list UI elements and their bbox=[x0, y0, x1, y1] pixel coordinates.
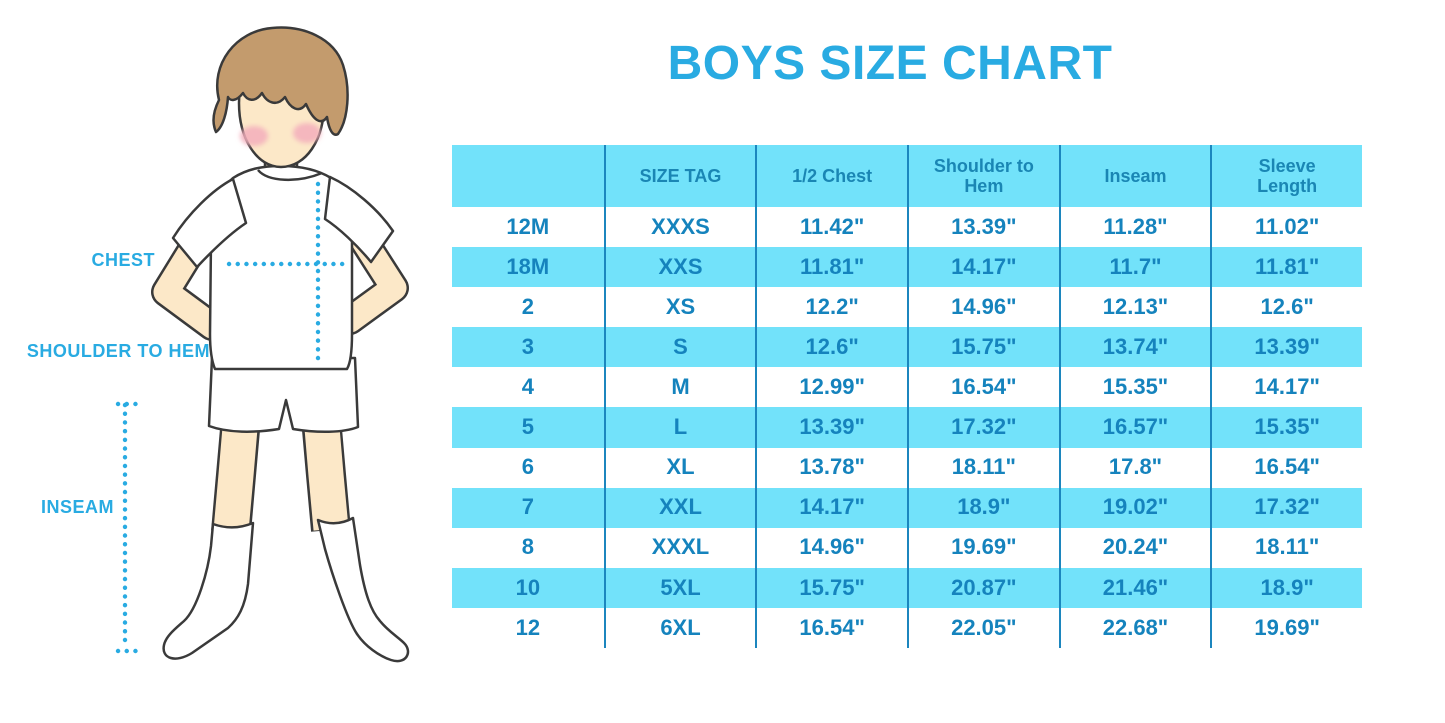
cheek-blush bbox=[240, 123, 321, 146]
size-cell: 8 bbox=[521, 534, 534, 560]
measurement-cell: 19.69" bbox=[1210, 607, 1362, 649]
measurement-cell: 21.46" bbox=[1058, 567, 1211, 608]
measurement-cell: XXL bbox=[603, 487, 756, 528]
table-header-row: SIZE TAG 1/2 Chest Shoulder to Hem Inseam Sl… bbox=[452, 145, 1362, 207]
size-cell: 7 bbox=[521, 494, 534, 520]
measurement-cell: 12.6" bbox=[1210, 287, 1362, 328]
shoulder-to-hem-label: SHOULDER TO HEM bbox=[26, 341, 210, 361]
measurement-cell: 16.54" bbox=[907, 367, 1059, 408]
measurement-cell: 5XL bbox=[603, 567, 756, 608]
measurement-cell: 11.42" bbox=[755, 207, 907, 248]
measurement-cell: 22.68" bbox=[1058, 607, 1211, 649]
measurement-cell: 14.96" bbox=[907, 287, 1059, 328]
measurement-cell: 12.13" bbox=[1058, 287, 1211, 328]
measurement-cell: 11.81" bbox=[755, 247, 907, 288]
column-header: SIZE TAG bbox=[603, 145, 756, 207]
measurement-cell: 12.2" bbox=[755, 287, 907, 328]
measurement-cell: 16.57" bbox=[1058, 407, 1211, 448]
measurement-cell: 14.17" bbox=[755, 487, 907, 528]
column-header bbox=[452, 145, 604, 207]
legs-shape bbox=[211, 414, 351, 534]
size-table: SIZE TAG 1/2 Chest Shoulder to Hem Inseam Sl… bbox=[452, 145, 1362, 649]
measurement-cell: 16.54" bbox=[1210, 447, 1362, 488]
measurement-cell: 16.54" bbox=[755, 607, 907, 649]
measurement-cell: 17.32" bbox=[907, 407, 1059, 448]
column-header: Sleeve Length bbox=[1210, 145, 1362, 207]
measurement-cell: 20.87" bbox=[907, 567, 1059, 608]
size-cell: 10 bbox=[515, 574, 541, 600]
measurement-cell: 14.17" bbox=[907, 247, 1059, 288]
boy-figure-illustration bbox=[115, 26, 410, 663]
shorts-shape bbox=[207, 356, 360, 434]
measurement-cell: XXS bbox=[603, 247, 756, 288]
size-cell: 5 bbox=[521, 414, 534, 440]
size-cell: 6 bbox=[521, 454, 534, 480]
table-row: 4 M 12.99" 16.54" 15.35" 14.17" bbox=[452, 367, 1362, 408]
measurement-cell: 19.69" bbox=[907, 527, 1059, 568]
column-header: Inseam bbox=[1058, 145, 1211, 207]
measurement-cell: 19.02" bbox=[1058, 487, 1211, 528]
measurement-cell: 15.75" bbox=[907, 327, 1059, 368]
table-row: 12M XXXS 11.42" 13.39" 11.28" 11.02" bbox=[452, 207, 1362, 248]
measurement-cell: 12.99" bbox=[755, 367, 907, 408]
measurement-cell: XS bbox=[603, 287, 756, 328]
table-row: 5 L 13.39" 17.32" 16.57" 15.35" bbox=[452, 407, 1362, 448]
measurement-cell: 13.39" bbox=[907, 207, 1059, 248]
size-cell: 2 bbox=[521, 293, 534, 319]
measurement-cell: 13.39" bbox=[755, 407, 907, 448]
size-cell: 18M bbox=[506, 253, 550, 279]
measurement-cell: 12.6" bbox=[755, 327, 907, 368]
neckline-shape bbox=[257, 169, 323, 182]
measurement-cell: XXXS bbox=[603, 207, 756, 248]
table-row: 3 S 12.6" 15.75" 13.74" 13.39" bbox=[452, 327, 1362, 368]
hair-shape bbox=[212, 26, 349, 136]
measurement-cell: 15.35" bbox=[1210, 407, 1362, 448]
measurement-cell: 15.35" bbox=[1058, 367, 1211, 408]
measurement-cell: 18.11" bbox=[907, 447, 1059, 488]
size-cell: 3 bbox=[521, 334, 534, 360]
table-row: 6 XL 13.78" 18.11" 17.8" 16.54" bbox=[452, 447, 1362, 488]
table-row: 7 XXL 14.17" 18.9" 19.02" 17.32" bbox=[452, 487, 1362, 528]
measurement-cell: 13.74" bbox=[1058, 327, 1211, 368]
measurement-cell: 20.24" bbox=[1058, 527, 1211, 568]
table-row: 18M XXS 11.81" 14.17" 11.7" 11.81" bbox=[452, 247, 1362, 288]
table-row: 8 XXXL 14.96" 19.69" 20.24" 18.11" bbox=[452, 527, 1362, 568]
measurement-cell: S bbox=[603, 327, 756, 368]
chest-label: CHEST bbox=[91, 250, 155, 270]
measurement-cell: XL bbox=[603, 447, 756, 488]
inseam-label: INSEAM bbox=[40, 497, 114, 517]
measurement-cell: 14.17" bbox=[1210, 367, 1362, 408]
page-title: BOYS SIZE CHART bbox=[667, 37, 1113, 90]
table-row: 10 5XL 15.75" 20.87" 21.46" 18.9" bbox=[452, 567, 1362, 608]
measurement-cell: 11.81" bbox=[1210, 247, 1362, 288]
socks-shape bbox=[162, 516, 410, 663]
measurement-cell: 17.8" bbox=[1058, 447, 1211, 488]
table-row: 12 6XL 16.54" 22.05" 22.68" 19.69" bbox=[452, 607, 1362, 649]
measurement-cell: 13.39" bbox=[1210, 327, 1362, 368]
measurement-cell: 22.05" bbox=[907, 607, 1059, 649]
table-row: 2 XS 12.2" 14.96" 12.13" 12.6" bbox=[452, 287, 1362, 328]
column-header: 1/2 Chest bbox=[755, 145, 907, 207]
measurement-cell: 17.32" bbox=[1210, 487, 1362, 528]
measurement-cell: 18.9" bbox=[907, 487, 1059, 528]
measurement-cell: 13.78" bbox=[755, 447, 907, 488]
sleeves-shape bbox=[171, 175, 395, 269]
measurement-cell: 11.02" bbox=[1210, 207, 1362, 248]
measurement-cell: 11.7" bbox=[1058, 247, 1211, 288]
measurement-cell: 18.11" bbox=[1210, 527, 1362, 568]
measurement-cell: 11.28" bbox=[1058, 207, 1211, 248]
measurement-cell: 15.75" bbox=[755, 567, 907, 608]
size-cell: 4 bbox=[521, 374, 534, 400]
measurement-cell: 14.96" bbox=[755, 527, 907, 568]
measurement-cell: 6XL bbox=[603, 607, 756, 649]
measurement-cell: XXXL bbox=[603, 527, 756, 568]
size-cell: 12 bbox=[515, 614, 541, 640]
measurement-cell: L bbox=[603, 407, 756, 448]
column-header: Shoulder to Hem bbox=[907, 145, 1059, 207]
size-cell: 12M bbox=[506, 213, 550, 239]
measurement-cell: 18.9" bbox=[1210, 567, 1362, 608]
measurement-cell: M bbox=[603, 367, 756, 408]
